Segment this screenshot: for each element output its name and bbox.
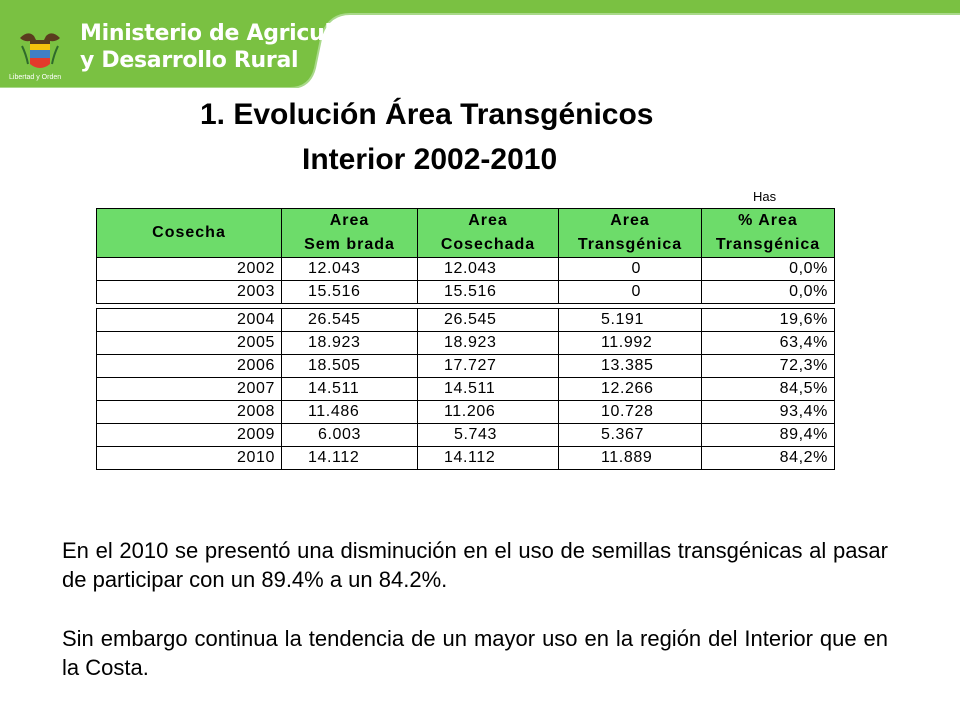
header-pct-area-transgenica: % Area Transgénica — [701, 208, 835, 258]
cell-year: 2005 — [96, 331, 282, 355]
cell-cosechada: 15.516 — [417, 280, 559, 304]
header-banner: Libertad y Orden Ministerio de Agricultu… — [0, 0, 960, 88]
cell-pct: 19,6% — [701, 308, 835, 332]
cell-pct: 72,3% — [701, 354, 835, 378]
cell-pct: 84,5% — [701, 377, 835, 401]
cell-cosechada: 26.545 — [417, 308, 559, 332]
table-row: 2009 6.003 5.743 5.367 89,4% — [96, 423, 835, 447]
cell-sembrada: 26.545 — [281, 308, 418, 332]
cell-transgenica: 13.385 — [558, 354, 702, 378]
table-header-row: Cosecha Area Sem brada Area Cosechada Area… — [96, 208, 835, 258]
header-area-cosechada: Area Cosechada — [417, 208, 559, 258]
cell-sembrada: 6.003 — [281, 423, 418, 447]
cell-transgenica: 10.728 — [558, 400, 702, 424]
table-row: 2008 11.486 11.206 10.728 93,4% — [96, 400, 835, 424]
cell-year: 2003 — [96, 280, 282, 304]
cell-sembrada: 11.486 — [281, 400, 418, 424]
cell-pct: 63,4% — [701, 331, 835, 355]
cell-sembrada: 12.043 — [281, 257, 418, 281]
header-cosecha: Cosecha — [96, 208, 282, 258]
coat-of-arms-icon: Libertad y Orden — [9, 33, 61, 81]
cell-cosechada: 14.511 — [417, 377, 559, 401]
paragraph-trend: Sin embargo continua la tendencia de un … — [62, 626, 888, 680]
units-label: Has — [753, 189, 777, 204]
cell-cosechada: 18.923 — [417, 331, 559, 355]
cell-sembrada: 14.511 — [281, 377, 418, 401]
paragraph-decrease: En el 2010 se presentó una disminución e… — [62, 538, 888, 592]
cell-year: 2002 — [96, 257, 282, 281]
cell-cosechada: 11.206 — [417, 400, 559, 424]
cell-transgenica: 11.992 — [558, 331, 702, 355]
cell-transgenica: 0 — [558, 257, 702, 281]
cell-sembrada: 15.516 — [281, 280, 418, 304]
cell-pct: 89,4% — [701, 423, 835, 447]
cell-year: 2008 — [96, 400, 282, 424]
page-title-line1: 1. Evolución Área Transgénicos — [200, 98, 654, 131]
cell-sembrada: 18.505 — [281, 354, 418, 378]
cell-year: 2009 — [96, 423, 282, 447]
cell-cosechada: 14.112 — [417, 446, 559, 470]
table-row: 2002 12.043 12.043 0 0,0% — [96, 257, 835, 281]
cell-cosechada: 12.043 — [417, 257, 559, 281]
page-title-line2: Interior 2002-2010 — [302, 143, 558, 176]
cell-transgenica: 12.266 — [558, 377, 702, 401]
motto-text: Libertad y Orden — [9, 74, 61, 81]
ministry-line2: y Desarrollo Rural — [80, 48, 299, 73]
cell-year: 2006 — [96, 354, 282, 378]
ministry-name: Ministerio de Agricultura y Desarrollo R… — [80, 20, 383, 74]
table-row: 2006 18.505 17.727 13.385 72,3% — [96, 354, 835, 378]
transgenic-area-table: Cosecha Area Sem brada Area Cosechada Area… — [96, 208, 835, 470]
cell-pct: 93,4% — [701, 400, 835, 424]
cell-cosechada: 5.743 — [417, 423, 559, 447]
cell-cosechada: 17.727 — [417, 354, 559, 378]
cell-pct: 84,2% — [701, 446, 835, 470]
table-row: 2003 15.516 15.516 0 0,0% — [96, 280, 835, 304]
cell-sembrada: 14.112 — [281, 446, 418, 470]
table-row: 2004 26.545 26.545 5.191 19,6% — [96, 308, 835, 332]
ministry-line1: Ministerio de Agricultura — [80, 21, 383, 46]
cell-sembrada: 18.923 — [281, 331, 418, 355]
cell-year: 2010 — [96, 446, 282, 470]
header-area-transgenica: Area Transgénica — [558, 208, 702, 258]
cell-transgenica: 5.191 — [558, 308, 702, 332]
banner-shape — [0, 0, 960, 88]
cell-year: 2004 — [96, 308, 282, 332]
table-row: 2010 14.112 14.112 11.889 84,2% — [96, 446, 835, 470]
cell-transgenica: 11.889 — [558, 446, 702, 470]
cell-year: 2007 — [96, 377, 282, 401]
cell-pct: 0,0% — [701, 280, 835, 304]
table-row: 2005 18.923 18.923 11.992 63,4% — [96, 331, 835, 355]
table-row: 2007 14.511 14.511 12.266 84,5% — [96, 377, 835, 401]
cell-pct: 0,0% — [701, 257, 835, 281]
header-area-sembrada: Area Sem brada — [281, 208, 418, 258]
cell-transgenica: 5.367 — [558, 423, 702, 447]
cell-transgenica: 0 — [558, 280, 702, 304]
